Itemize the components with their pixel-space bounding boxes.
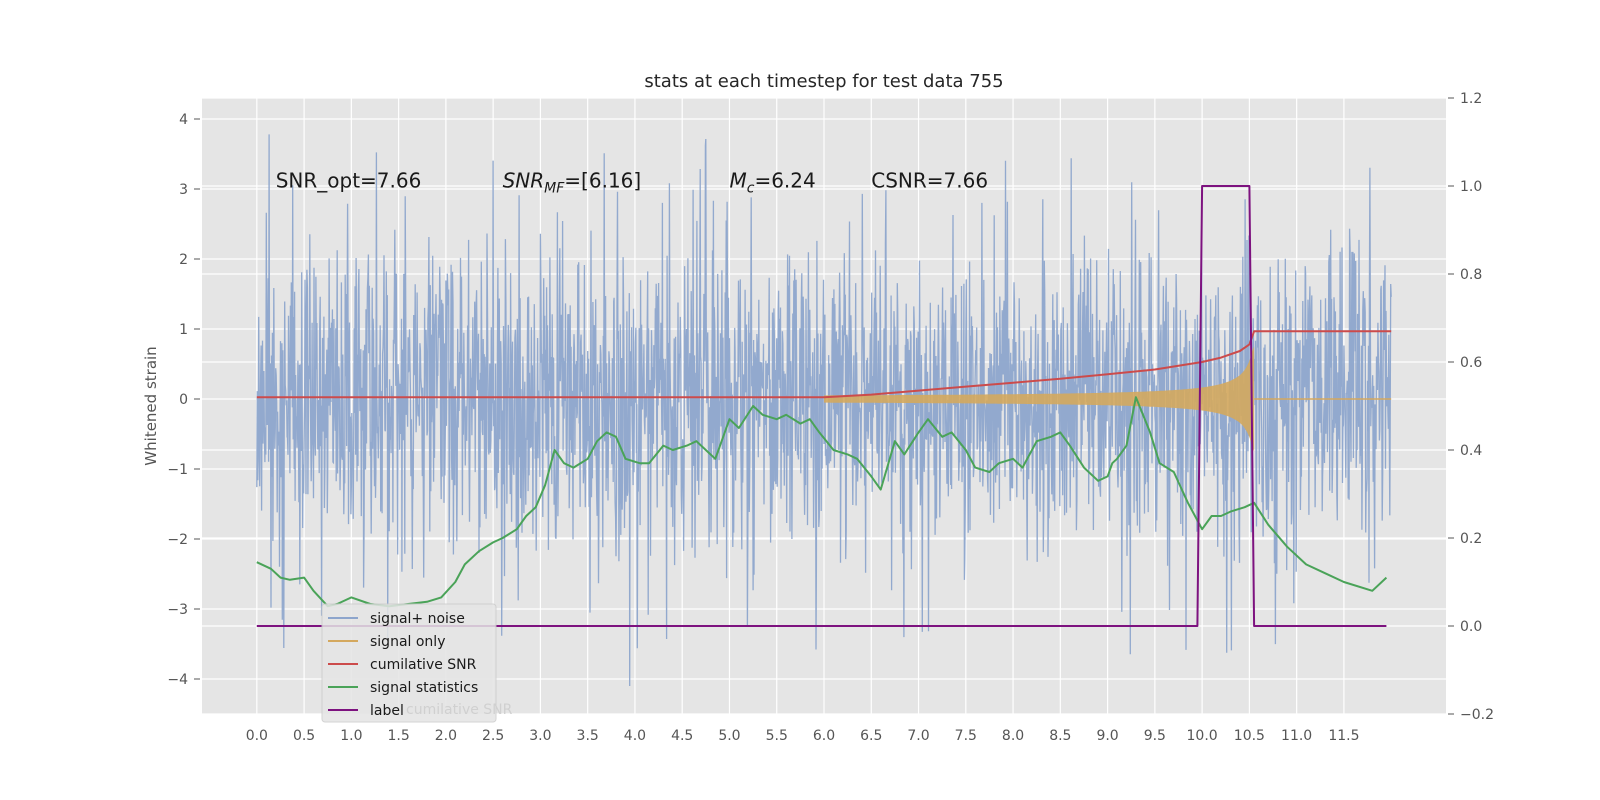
y-tick-label: 2 [179,252,188,268]
label-line [256,185,1387,627]
y2-tick-label: 1.0 [1460,179,1482,195]
y-tick-label: 1 [179,322,188,338]
x-tick-label: 9.5 [1144,728,1166,744]
x-tick-label: 11.0 [1281,728,1312,744]
legend-label: signal statistics [370,680,478,696]
chart-title: stats at each timestep for test data 755 [644,71,1003,92]
signal-statistics-line [256,396,1388,608]
x-tick-label: 6.5 [860,728,882,744]
signal-only-envelope [824,346,1255,452]
x-tick-label: 10.0 [1187,728,1218,744]
x-tick-label: 3.0 [529,728,551,744]
annotation-text: SNRMF=[6.16] [503,169,642,197]
legend: cumilative SNR signal+ noise signal only cu… [321,603,513,723]
x-tick-label: 5.0 [718,728,740,744]
x-tick-label: 0.0 [246,728,268,744]
x-tick-label: 3.5 [577,728,599,744]
x-tick-label: 11.5 [1328,728,1359,744]
legend-label: cumilative SNR [370,657,477,673]
y-tick-label: 3 [179,182,188,198]
annotations: SNR_opt=7.66 SNRMF=[6.16] Mc=6.24 CSNR=7.66 [276,169,988,197]
y2-tick-label: 0.8 [1460,267,1482,283]
y-tick-label: −1 [167,462,188,478]
x-tick-label: 4.0 [624,728,646,744]
legend-label: label [370,703,404,719]
legend-label: signal only [370,634,445,650]
annotation-text: CSNR=7.66 [871,169,988,193]
axis-ticks: 0.0 0.5 1.0 1.5 2.0 2.5 3.0 3.5 4.0 4.5 5.0 5.5 6.0 6… [167,91,1494,744]
x-tick-label: 8.5 [1049,728,1071,744]
x-tick-label: 2.0 [435,728,457,744]
y-tick-label: −3 [167,602,188,618]
x-tick-label: 4.5 [671,728,693,744]
y2-tick-label: 0.2 [1460,531,1482,547]
y-tick-label: −4 [167,672,188,688]
x-tick-label: 1.5 [387,728,409,744]
x-tick-label: 0.5 [293,728,315,744]
y2-tick-label: 0.0 [1460,619,1482,635]
x-tick-label: 1.0 [340,728,362,744]
x-tick-label: 7.0 [907,728,929,744]
signal-only-series [824,346,1392,452]
y2-tick-label: −0.2 [1460,707,1494,723]
y-tick-label: 4 [179,112,188,128]
annotation-text: Mc=6.24 [729,169,815,197]
y-tick-label: 0 [179,392,188,408]
y2-tick-label: 0.6 [1460,355,1482,371]
y2-tick-label: 0.4 [1460,443,1482,459]
x-tick-label: 9.0 [1096,728,1118,744]
cumilative-snr-line [256,330,1392,399]
right-axis-series [256,185,1392,627]
y-axis-label: Whitened strain [142,346,160,465]
annotation-text: SNR_opt=7.66 [276,169,422,193]
y-tick-label: −2 [167,532,188,548]
x-tick-label: 10.5 [1234,728,1265,744]
legend-label: signal+ noise [370,611,465,627]
x-tick-label: 8.0 [1002,728,1024,744]
legend-overlap-text: cumilative SNR [406,702,513,718]
y2-tick-label: 1.2 [1460,91,1482,107]
x-tick-label: 7.5 [955,728,977,744]
legend-box [321,603,497,723]
x-tick-label: 5.5 [766,728,788,744]
x-tick-label: 2.5 [482,728,504,744]
x-tick-label: 6.0 [813,728,835,744]
